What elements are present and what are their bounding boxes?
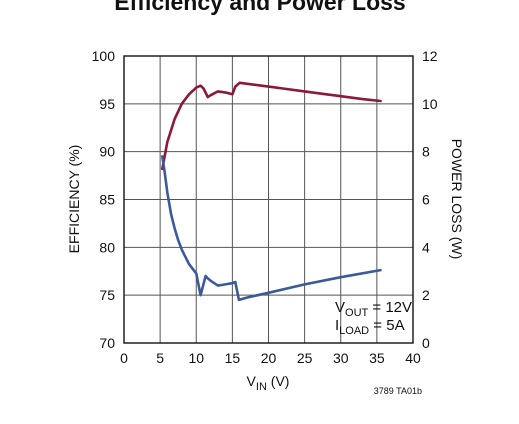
x-axis-label-sub: IN xyxy=(256,381,267,393)
plot-frame xyxy=(123,55,414,344)
chart-title: Efficiency and Power Loss xyxy=(114,0,405,15)
annotation-vout-main: V xyxy=(335,299,345,316)
y-tick-label-right: 0 xyxy=(422,335,430,351)
y-tick-label-right: 4 xyxy=(422,239,430,255)
y-axis-right-label: POWER LOSS (W) xyxy=(449,139,465,260)
y-tick-label-left: 80 xyxy=(99,239,115,255)
x-tick-label: 20 xyxy=(261,350,277,366)
x-tick-label: 35 xyxy=(369,350,385,366)
tick-labels: 0 5 10 15 20 25 30 35 40 70 75 80 85 90 95 100 0 2 4 6 8 10 12 xyxy=(92,48,438,366)
annotation-vout-sub: OUT xyxy=(345,307,369,319)
y-tick-label-right: 10 xyxy=(422,96,438,112)
y-tick-label-left: 85 xyxy=(99,192,115,208)
efficiency-series-line xyxy=(161,81,382,171)
y-axis-left-label: EFFICIENCY (%) xyxy=(66,145,82,254)
figure-id: 3789 TA01b xyxy=(374,386,422,396)
y-tick-label-right: 8 xyxy=(422,144,430,160)
x-tick-label: 5 xyxy=(156,350,164,366)
svg-text:ILOAD = 5A: ILOAD = 5A xyxy=(335,317,405,337)
series-layer xyxy=(161,81,382,302)
x-axis-label: VIN (V) xyxy=(247,373,290,393)
y-tick-label-left: 100 xyxy=(92,48,116,64)
annotation-vout-rest: = 12V xyxy=(368,299,412,316)
y-tick-label-right: 12 xyxy=(422,48,438,64)
annotation-iload-rest: = 5A xyxy=(369,317,404,334)
grid xyxy=(124,56,413,343)
x-tick-label: 40 xyxy=(405,350,421,366)
y-tick-label-right: 2 xyxy=(422,287,430,303)
y-tick-label-left: 70 xyxy=(99,335,115,351)
y-tick-label-left: 75 xyxy=(99,287,115,303)
y-tick-label-left: 90 xyxy=(99,144,115,160)
x-axis-label-unit: (V) xyxy=(267,373,290,389)
y-tick-label-left: 95 xyxy=(99,96,115,112)
x-tick-label: 0 xyxy=(120,350,128,366)
x-axis-label-main: V xyxy=(247,373,257,389)
annotation-iload-sub: LOAD xyxy=(339,325,369,337)
power-loss-series-line xyxy=(161,155,382,302)
x-tick-label: 10 xyxy=(188,350,204,366)
annotation-vout: VOUT = 12V xyxy=(335,299,412,319)
x-tick-label: 15 xyxy=(225,350,241,366)
svg-text:VOUT = 12V: VOUT = 12V xyxy=(335,299,412,319)
x-tick-label: 25 xyxy=(297,350,313,366)
y-tick-label-right: 6 xyxy=(422,192,430,208)
annotation-iload: ILOAD = 5A xyxy=(335,317,405,337)
x-tick-label: 30 xyxy=(333,350,349,366)
annotation-iload-main: I xyxy=(335,317,339,334)
